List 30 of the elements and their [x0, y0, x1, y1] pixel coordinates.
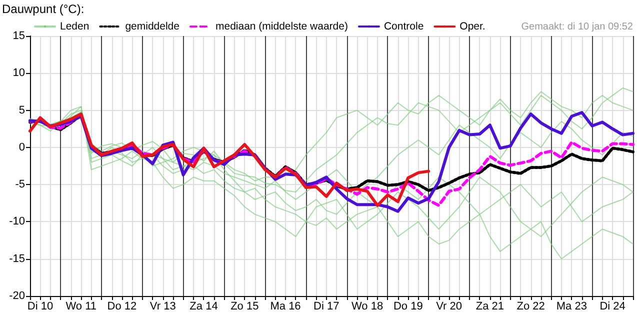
x-tick-label: Zo 15	[230, 300, 259, 312]
x-tick-label: Zo 22	[516, 300, 545, 312]
x-tick-label: Di 10	[27, 300, 54, 312]
x-tick-label: Ma 23	[556, 300, 587, 312]
legend-label: Oper.	[460, 20, 486, 32]
y-tick-label: -10	[9, 216, 25, 228]
x-tick-label: Do 12	[107, 300, 137, 312]
y-tick-label: 0	[18, 141, 25, 154]
x-tick-label: Vr 13	[150, 300, 176, 312]
y-tick-label: 5	[18, 104, 25, 116]
x-tick-label: Di 24	[600, 300, 626, 312]
x-tick-label: Wo 11	[66, 300, 96, 312]
x-tick-label: Vr 20	[436, 300, 462, 312]
y-tick-label: -20	[9, 290, 25, 302]
y-tick-label: -5	[15, 178, 25, 191]
text: Gemaakt: di 10 jan 09:52	[521, 22, 634, 32]
legend-label: Controle	[384, 20, 424, 32]
x-tick-label: Do 19	[393, 300, 423, 312]
y-tick-label: 10	[12, 67, 25, 80]
x-tick-label: Za 14	[190, 300, 218, 312]
x-tick-label: Wo 18	[351, 300, 384, 312]
y-tick-label: 15	[12, 30, 25, 42]
chart-title: Dauwpunt (°C):	[2, 2, 84, 16]
x-tick-label: Za 21	[476, 300, 504, 312]
legend-label: gemiddelde	[125, 20, 180, 32]
legend-label: Leden	[60, 20, 90, 32]
x-tick-label: Ma 16	[270, 300, 301, 312]
y-tick-label: -15	[9, 252, 25, 265]
legend-label: mediaan (middelste waarde)	[215, 20, 348, 32]
x-tick-label: Di 17	[314, 300, 340, 312]
